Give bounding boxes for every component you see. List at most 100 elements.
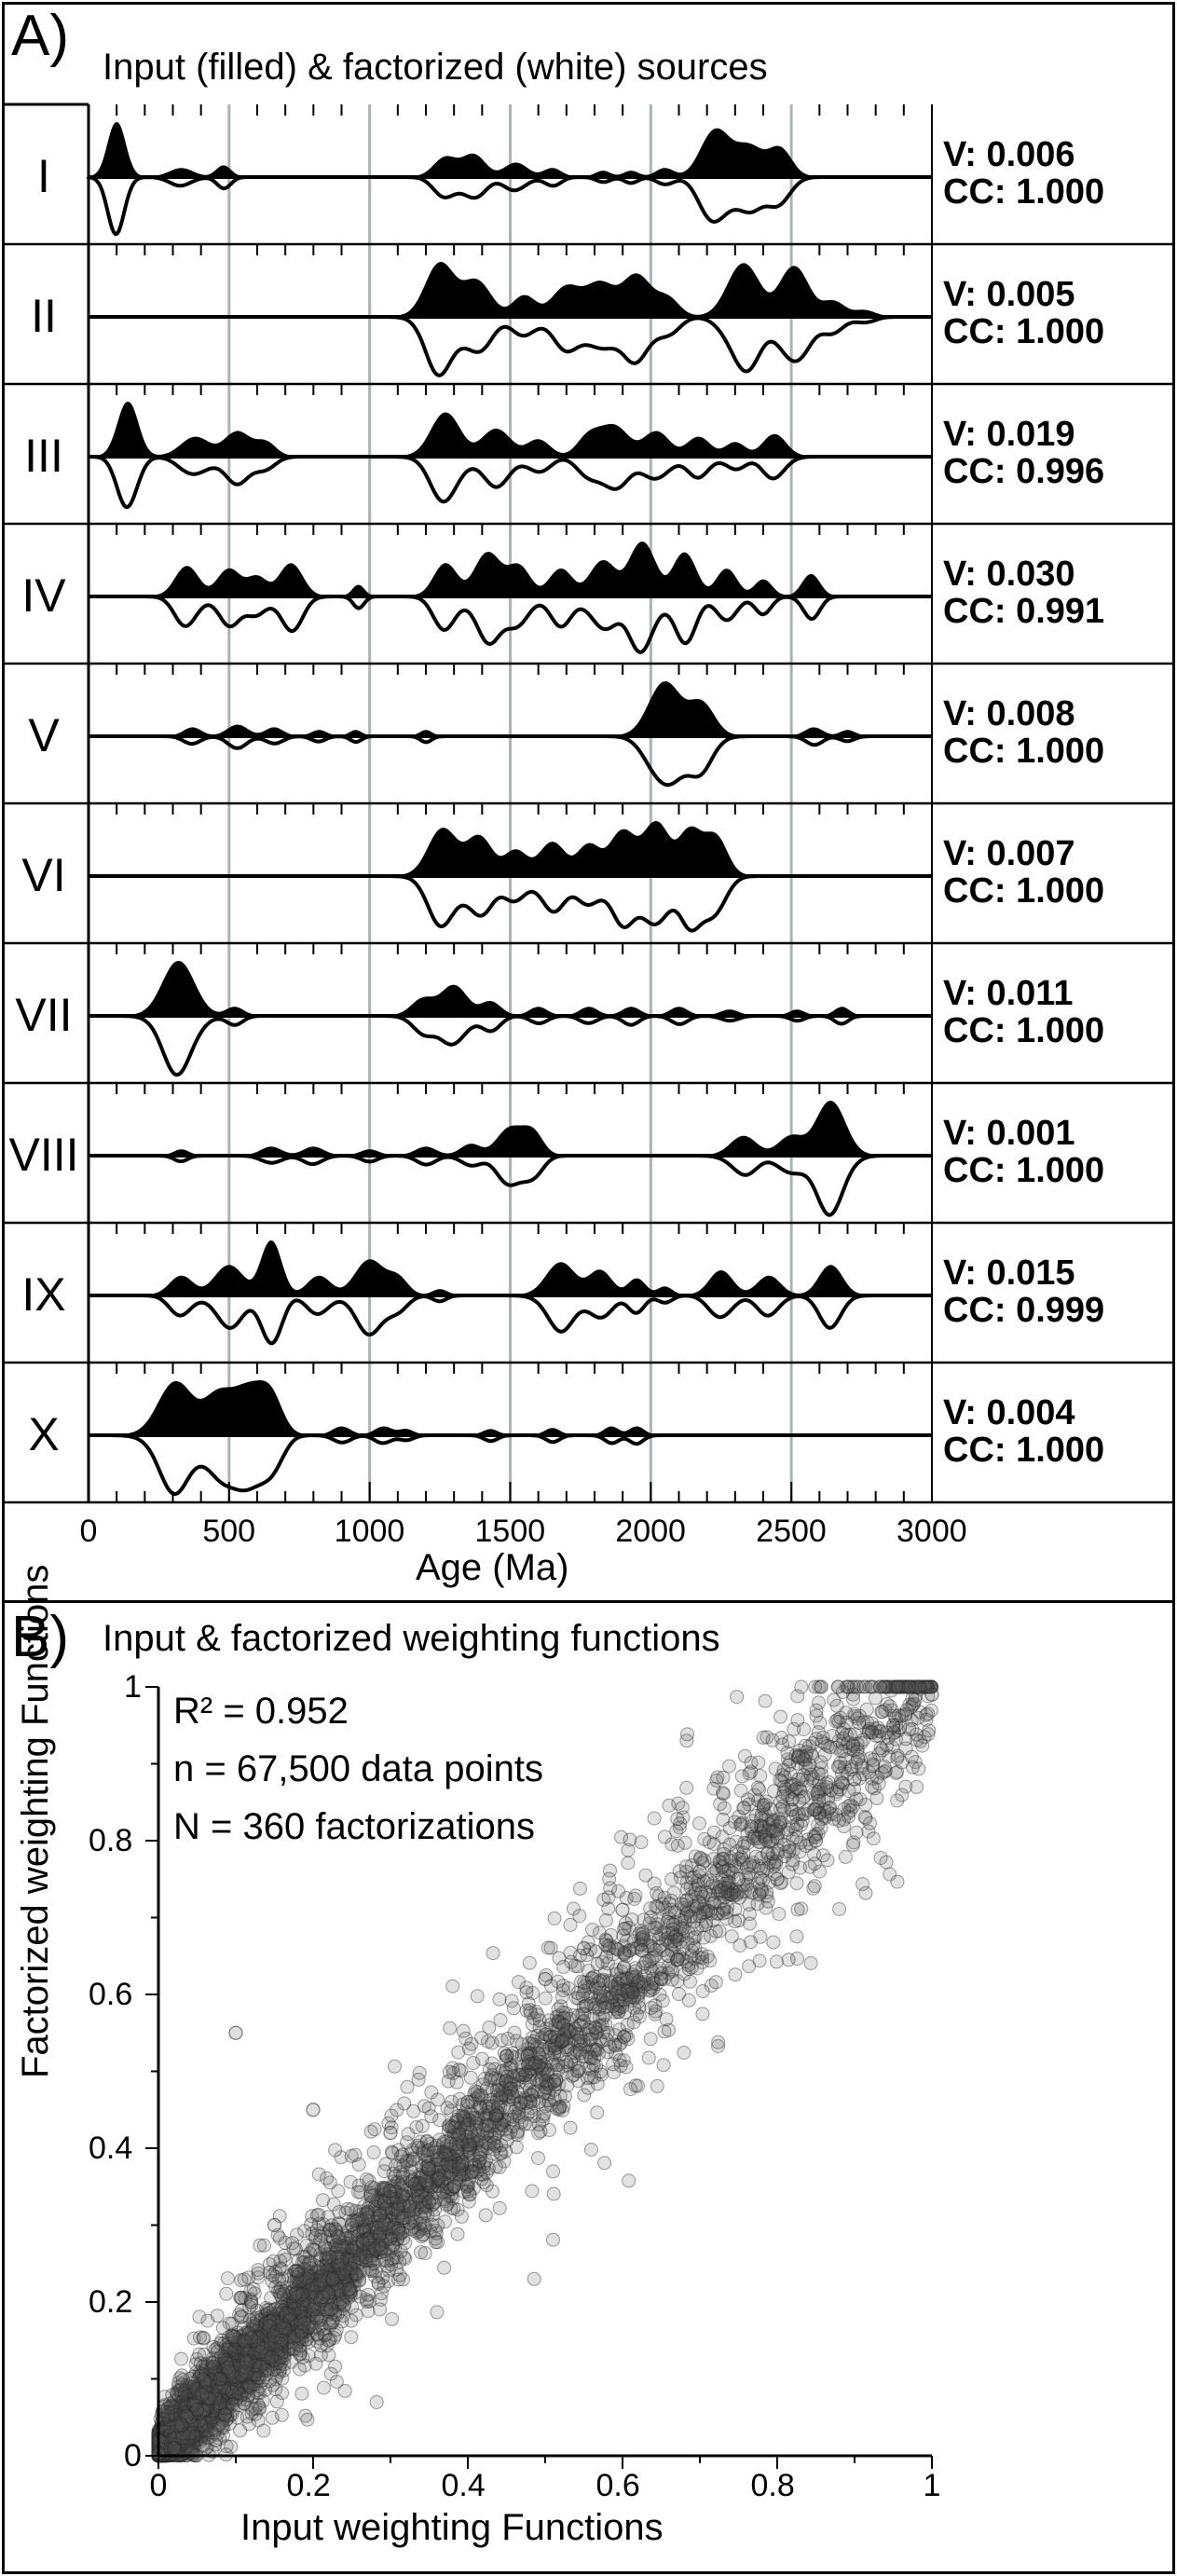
data-point [255, 2362, 270, 2377]
data-point [300, 2285, 315, 2300]
data-point [525, 2036, 540, 2051]
data-point [159, 2422, 174, 2437]
data-point [446, 2201, 461, 2216]
data-point [669, 1928, 683, 1943]
data-point [525, 2184, 540, 2199]
data-point [489, 2093, 504, 2108]
data-point [322, 2265, 336, 2280]
data-point [814, 1679, 828, 1694]
data-point [647, 1811, 662, 1826]
data-point [438, 2214, 452, 2229]
data-point [730, 1690, 745, 1705]
data-point [717, 1880, 732, 1895]
data-point [198, 2359, 213, 2374]
data-point [450, 2227, 465, 2241]
data-point [165, 2431, 180, 2445]
data-point [664, 1837, 679, 1852]
data-point [197, 2377, 212, 2391]
data-point [251, 2386, 266, 2401]
data-point [309, 2259, 324, 2274]
data-point [891, 1723, 906, 1738]
data-point [181, 2433, 196, 2448]
data-point [832, 1902, 847, 1916]
data-point [677, 1835, 692, 1850]
data-point [468, 2134, 483, 2149]
data-point [656, 2058, 671, 2073]
data-point [470, 1989, 485, 2004]
data-point [180, 2433, 195, 2448]
data-point [460, 2179, 474, 2194]
data-point [209, 2398, 224, 2413]
data-point [294, 2287, 308, 2302]
data-point [500, 2133, 514, 2148]
data-point [769, 1954, 784, 1969]
data-point [590, 2105, 605, 2120]
data-point [255, 2325, 270, 2340]
data-point [169, 2432, 184, 2446]
data-point [237, 2272, 252, 2287]
data-point [785, 1857, 800, 1871]
data-point [345, 2275, 360, 2290]
data-point [728, 1902, 743, 1917]
data-point [283, 2309, 298, 2323]
data-point [185, 2385, 200, 2400]
data-point [292, 2314, 307, 2329]
data-point [890, 1793, 905, 1808]
data-point [863, 1751, 878, 1766]
data-point [280, 2291, 294, 2306]
data-point [321, 2248, 335, 2263]
data-point [153, 2446, 168, 2461]
data-point [481, 2104, 496, 2119]
data-point [472, 2154, 486, 2169]
panel-b [2, 1600, 1175, 2574]
data-point [409, 2120, 424, 2134]
data-point [291, 2312, 306, 2327]
data-point [642, 1983, 657, 1998]
data-point [809, 1703, 824, 1718]
data-point [288, 2296, 303, 2311]
data-point [334, 2250, 349, 2265]
data-point [195, 2393, 210, 2408]
scatter-points [151, 1679, 939, 2463]
data-point [193, 2330, 207, 2345]
data-point [247, 2332, 262, 2347]
data-point [176, 2396, 191, 2411]
data-point [320, 2302, 335, 2316]
data-point [657, 1829, 672, 1844]
data-point [281, 2342, 295, 2356]
data-point [387, 2208, 402, 2223]
data-point [210, 2391, 225, 2406]
data-point [162, 2427, 177, 2442]
data-point [744, 1822, 759, 1837]
data-point [600, 1956, 615, 1971]
data-point [890, 1874, 905, 1889]
data-point [419, 2159, 434, 2174]
data-point [161, 2408, 176, 2423]
data-point [681, 1962, 696, 1977]
data-point [663, 1936, 677, 1951]
data-point [311, 2269, 326, 2284]
data-point [295, 2295, 310, 2310]
data-point [783, 1766, 798, 1781]
data-point [174, 2402, 189, 2417]
data-point [186, 2331, 201, 2346]
data-point [792, 1743, 807, 1758]
data-point [547, 2041, 562, 2056]
data-point [911, 1761, 926, 1776]
data-point [852, 1679, 867, 1694]
data-point [212, 2416, 226, 2431]
data-point [679, 1733, 694, 1748]
data-point [704, 1928, 718, 1943]
data-point [817, 1736, 832, 1751]
data-point [236, 2364, 251, 2379]
data-point [742, 1898, 757, 1911]
data-point [882, 1679, 896, 1694]
factorized-source-VII [89, 1014, 932, 1077]
data-point [268, 2372, 283, 2387]
data-point [198, 2384, 212, 2399]
data-point [551, 2058, 565, 2073]
data-point [169, 2405, 184, 2420]
data-point [657, 2024, 672, 2039]
data-point [398, 2236, 413, 2251]
data-point [770, 1829, 784, 1844]
